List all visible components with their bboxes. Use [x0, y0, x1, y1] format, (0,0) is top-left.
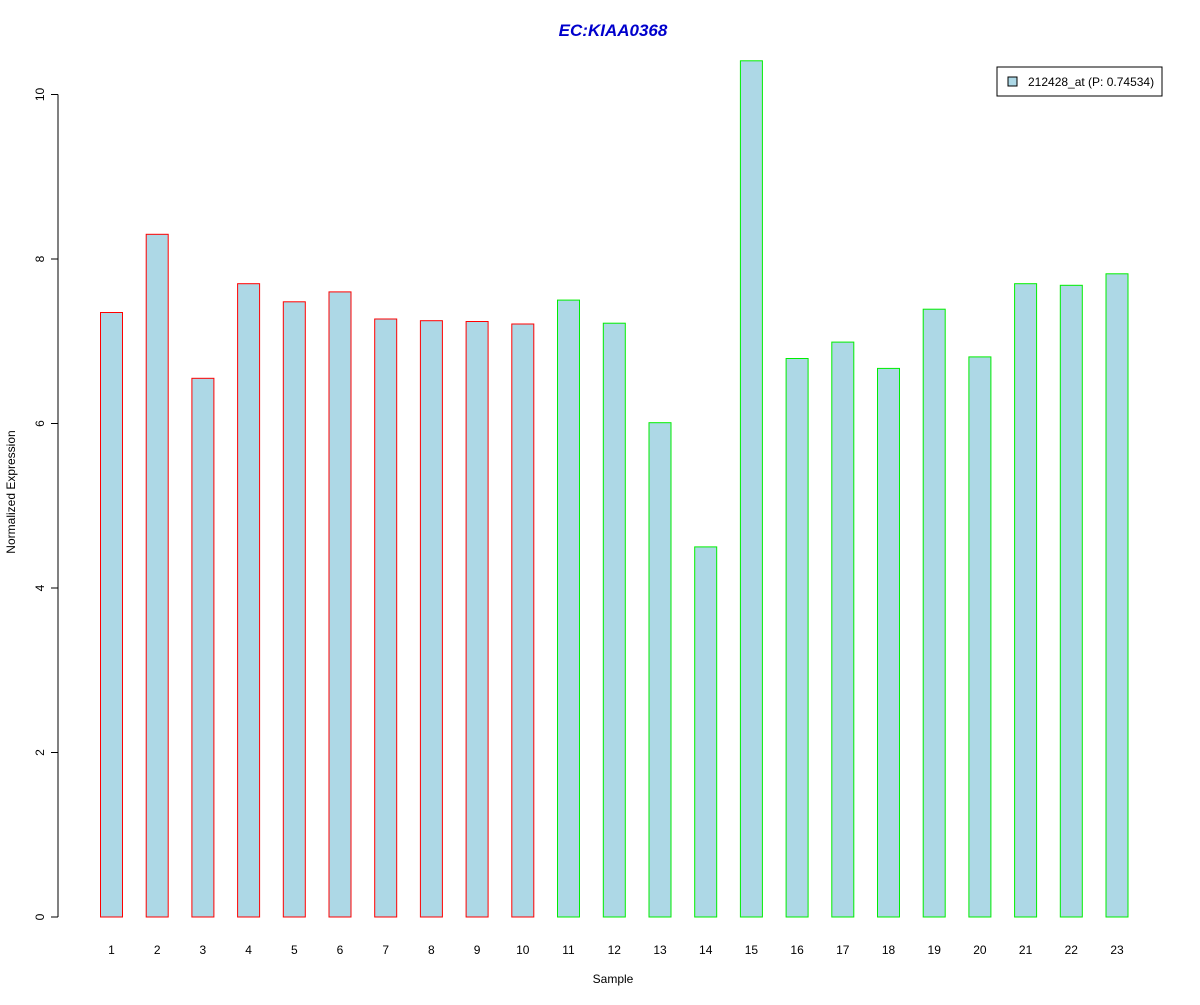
bar-sample-12	[602, 322, 626, 918]
x-tick-label: 13	[653, 943, 667, 957]
y-tick-label: 6	[33, 420, 47, 427]
x-tick-label: 3	[200, 943, 207, 957]
bar-sample-11	[557, 299, 580, 918]
bar-sample-15	[739, 60, 763, 918]
y-tick-label: 10	[33, 88, 47, 102]
bar-sample-16	[785, 358, 809, 918]
bar-sample-14	[694, 546, 718, 918]
x-axis-label: Sample	[593, 972, 634, 986]
bar-sample-21	[1014, 283, 1038, 918]
y-tick-label: 8	[33, 255, 47, 262]
x-tick-label: 20	[973, 943, 987, 957]
bar-sample-3	[191, 377, 215, 918]
x-tick-label: 5	[291, 943, 298, 957]
x-tick-labels: 1 2 3 4 5 6 7 8 9 10 11 12 13 14 15 16 17 18 19 20 21 22 23	[108, 943, 1124, 957]
x-tick-label: 17	[836, 943, 850, 957]
bar-sample-22	[1059, 284, 1083, 918]
bar-sample-20	[968, 356, 992, 918]
bar-sample-5	[282, 301, 306, 918]
y-tick-label: 4	[33, 584, 47, 591]
x-tick-label: 19	[928, 943, 942, 957]
x-tick-label: 6	[337, 943, 344, 957]
legend-swatch	[1007, 76, 1018, 87]
bar-sample-8	[419, 320, 443, 918]
x-tick-label: 2	[154, 943, 161, 957]
bars-group	[100, 60, 1129, 918]
x-tick-label: 10	[516, 943, 530, 957]
legend-label: 212428_at (P: 0.74534)	[1028, 75, 1154, 89]
x-tick-label: 23	[1110, 943, 1124, 957]
bar-sample-9	[465, 321, 489, 918]
bar-sample-4	[237, 283, 261, 918]
bar-sample-18	[877, 367, 900, 918]
bar-sample-2	[145, 233, 169, 918]
x-tick-label: 18	[882, 943, 896, 957]
x-tick-label: 21	[1019, 943, 1033, 957]
x-tick-label: 1	[108, 943, 115, 957]
bar-sample-17	[831, 341, 855, 918]
bar-sample-1	[100, 312, 123, 918]
bar-sample-23	[1105, 273, 1129, 918]
x-tick-label: 11	[562, 943, 575, 957]
x-tick-label: 15	[745, 943, 759, 957]
x-tick-label: 4	[245, 943, 252, 957]
y-tick-label: 2	[33, 749, 47, 756]
x-tick-label: 14	[699, 943, 713, 957]
bar-sample-7	[374, 318, 398, 918]
x-tick-label: 16	[790, 943, 804, 957]
x-tick-label: 12	[608, 943, 622, 957]
x-tick-label: 8	[428, 943, 435, 957]
x-tick-label: 9	[474, 943, 481, 957]
bar-sample-6	[328, 291, 352, 918]
x-tick-label: 22	[1065, 943, 1079, 957]
bar-sample-19	[922, 308, 946, 918]
bar-sample-13	[648, 422, 672, 918]
x-tick-label: 7	[382, 943, 389, 957]
bar-sample-10	[511, 323, 535, 918]
y-axis: 0 2 4 6 8 10	[33, 88, 59, 920]
legend: 212428_at (P: 0.74534)	[996, 66, 1163, 97]
y-axis-label: Normalized Expression	[4, 430, 18, 553]
chart-title: EC:KIAA0368	[559, 21, 668, 40]
y-tick-label: 0	[33, 913, 47, 920]
legend-box	[996, 66, 1163, 97]
